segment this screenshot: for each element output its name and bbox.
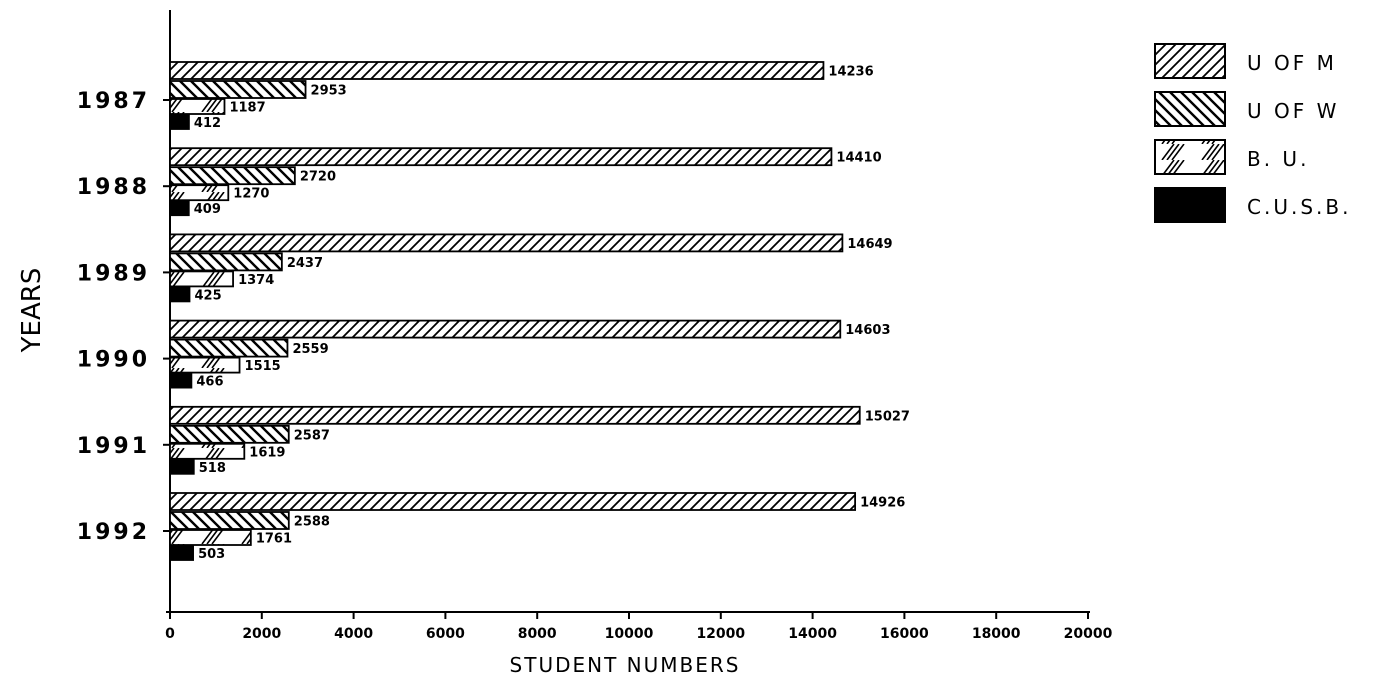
data-label-u-of-m-1991: 15027 [865, 409, 910, 424]
data-label-u-of-m-1989: 14649 [847, 237, 892, 252]
x-tick-label-0: 0 [165, 626, 175, 642]
data-label-u-of-w-1992: 2588 [294, 515, 330, 530]
bar-u-of-w-1988 [169, 166, 296, 186]
data-label-b-u-1992: 1761 [256, 532, 292, 547]
data-label-b-u-1987: 1187 [229, 101, 265, 116]
bar-c-u-s-b-1992 [169, 545, 194, 561]
legend-label-c-u-s-b: C.U.S.B. [1247, 195, 1351, 219]
bar-u-of-m-1987 [169, 61, 825, 80]
data-label-b-u-1988: 1270 [233, 187, 269, 202]
y-tick-label-1990: 1990 [77, 348, 150, 373]
data-label-u-of-m-1992: 14926 [860, 496, 905, 511]
data-label-c-u-s-b-1991: 518 [199, 461, 226, 476]
bar-c-u-s-b-1989 [169, 286, 191, 303]
x-tick-label-2000: 2000 [242, 626, 281, 642]
x-axis-ticks: 0 2000 4000 6000 8000 10000 12000 14000 16000 180… [165, 612, 1113, 642]
y-tick-label-1989: 1989 [77, 261, 150, 286]
bar-u-of-m-1988 [169, 147, 833, 167]
bar-b-u-1987 [169, 98, 226, 115]
plot-area: 14236 2953 1187 412 14410 2720 1270 409 14649 243… [169, 61, 910, 562]
data-label-u-of-m-1988: 14410 [836, 151, 881, 166]
bar-u-of-w-1992 [169, 511, 290, 530]
data-label-b-u-1990: 1515 [245, 359, 281, 374]
bar-u-of-m-1992 [169, 492, 857, 511]
y-tick-label-1987: 1987 [77, 89, 150, 114]
x-tick-label-6000: 6000 [426, 626, 465, 642]
y-axis-ticks: 1987 1988 1989 1990 1991 1992 [77, 89, 170, 545]
y-tick-label-1991: 1991 [77, 434, 150, 459]
data-label-u-of-w-1989: 2437 [287, 256, 323, 271]
legend-swatch-c-u-s-b [1154, 187, 1226, 223]
legend-label-u-of-m: U OF M [1247, 51, 1337, 75]
bar-c-u-s-b-1991 [169, 458, 195, 475]
x-tick-label-10000: 10000 [605, 626, 654, 642]
bar-b-u-1989 [169, 270, 234, 288]
data-label-b-u-1991: 1619 [249, 445, 285, 460]
bar-b-u-1988 [169, 184, 230, 202]
x-tick-label-12000: 12000 [696, 626, 745, 642]
data-label-c-u-s-b-1988: 409 [194, 202, 221, 217]
data-label-c-u-s-b-1989: 425 [195, 288, 222, 303]
legend-swatch-u-of-m [1154, 43, 1226, 79]
data-label-c-u-s-b-1990: 466 [196, 375, 223, 390]
y-axis-title: YEARS [17, 268, 47, 354]
data-label-u-of-m-1987: 14236 [828, 65, 873, 80]
bar-c-u-s-b-1990 [169, 372, 193, 389]
data-label-c-u-s-b-1987: 412 [194, 116, 221, 131]
bar-c-u-s-b-1988 [169, 200, 190, 217]
bar-u-of-m-1989 [169, 233, 844, 253]
x-axis-title: STUDENT NUMBERS [510, 653, 741, 677]
data-label-u-of-w-1987: 2953 [311, 84, 347, 99]
data-label-u-of-m-1990: 14603 [845, 323, 890, 338]
y-tick-label-1992: 1992 [77, 520, 150, 545]
bar-b-u-1991 [169, 442, 246, 460]
legend-label-u-of-w: U OF W [1247, 99, 1339, 123]
x-tick-label-14000: 14000 [788, 626, 837, 642]
data-label-u-of-w-1991: 2587 [294, 428, 330, 443]
legend-swatch-b-u [1154, 139, 1226, 175]
legend-label-b-u: B. U. [1247, 147, 1309, 171]
legend: U OF M U OF W B. U. C.U.S.B. [1154, 43, 1351, 223]
x-tick-label-4000: 4000 [334, 626, 373, 642]
bar-u-of-m-1990 [169, 319, 842, 339]
legend-swatch-u-of-w [1154, 91, 1226, 127]
bar-u-of-w-1987 [169, 80, 307, 99]
bar-c-u-s-b-1987 [169, 114, 190, 130]
bar-u-of-w-1990 [169, 338, 289, 358]
bar-u-of-m-1991 [169, 405, 861, 425]
data-label-u-of-w-1988: 2720 [300, 170, 336, 185]
bar-u-of-w-1989 [169, 252, 283, 272]
bar-u-of-w-1991 [169, 424, 290, 444]
x-tick-label-20000: 20000 [1064, 626, 1113, 642]
x-tick-label-18000: 18000 [972, 626, 1021, 642]
x-tick-label-16000: 16000 [880, 626, 929, 642]
data-label-c-u-s-b-1992: 503 [198, 547, 225, 562]
data-label-u-of-w-1990: 2559 [292, 342, 328, 357]
x-tick-label-8000: 8000 [518, 626, 557, 642]
bar-b-u-1990 [169, 356, 241, 374]
y-tick-label-1988: 1988 [77, 175, 150, 200]
data-label-b-u-1989: 1374 [238, 273, 274, 288]
bar-b-u-1992 [169, 529, 252, 546]
